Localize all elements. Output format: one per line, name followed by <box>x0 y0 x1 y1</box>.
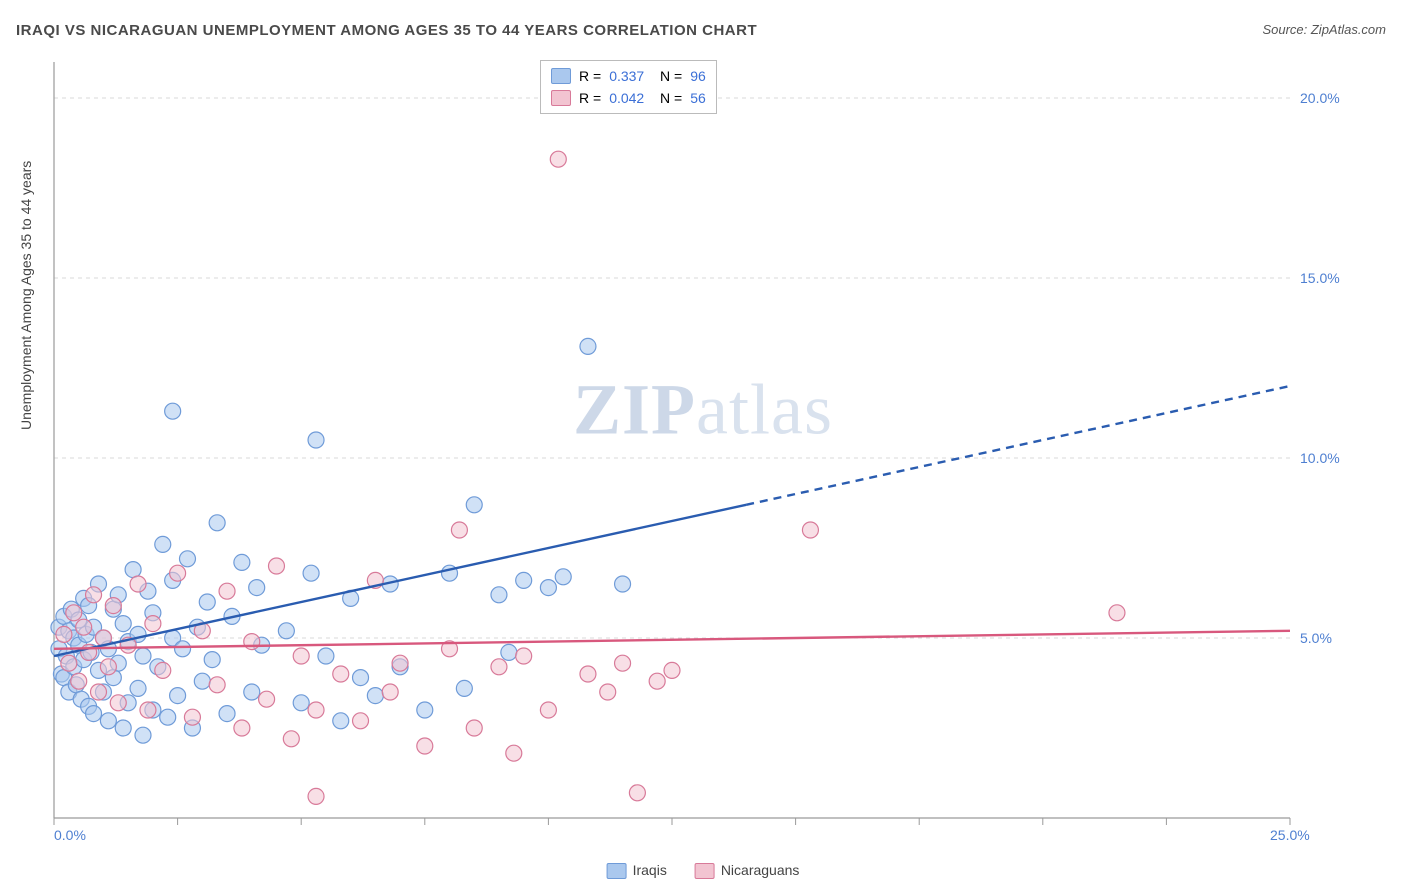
legend-r-label: R = <box>579 65 601 87</box>
legend-item-iraqis: Iraqis <box>607 862 667 879</box>
svg-text:10.0%: 10.0% <box>1300 450 1340 466</box>
legend-r-value-nicaraguans: 0.042 <box>609 87 644 109</box>
svg-text:5.0%: 5.0% <box>1300 630 1332 646</box>
legend-label: Iraqis <box>633 862 667 878</box>
legend-swatch-icon <box>695 863 715 879</box>
legend-row-iraqis: R = 0.337 N = 96 <box>551 65 706 87</box>
source-label: Source: <box>1262 22 1310 37</box>
series-legend: Iraqis Nicaraguans <box>607 862 800 879</box>
source-value: ZipAtlas.com <box>1311 22 1386 37</box>
svg-text:20.0%: 20.0% <box>1300 90 1340 106</box>
correlation-legend: R = 0.337 N = 96 R = 0.042 N = 56 <box>540 60 717 114</box>
chart-svg: 5.0% 10.0% 15.0% 20.0% 0.0% 25.0% <box>50 58 1350 848</box>
legend-r-value-iraqis: 0.337 <box>609 65 644 87</box>
page-title: IRAQI VS NICARAGUAN UNEMPLOYMENT AMONG A… <box>16 22 757 39</box>
svg-text:25.0%: 25.0% <box>1270 827 1310 843</box>
legend-n-value-iraqis: 96 <box>690 65 706 87</box>
legend-n-value-nicaraguans: 56 <box>690 87 706 109</box>
legend-swatch-iraqis <box>551 68 571 84</box>
svg-text:15.0%: 15.0% <box>1300 270 1340 286</box>
legend-item-nicaraguans: Nicaraguans <box>695 862 800 879</box>
source-attribution: Source: ZipAtlas.com <box>1262 22 1386 37</box>
legend-swatch-icon <box>607 863 627 879</box>
legend-row-nicaraguans: R = 0.042 N = 56 <box>551 87 706 109</box>
legend-swatch-nicaraguans <box>551 90 571 106</box>
svg-text:0.0%: 0.0% <box>54 827 86 843</box>
legend-n-label: N = <box>652 65 682 87</box>
y-axis-label: Unemployment Among Ages 35 to 44 years <box>18 161 34 430</box>
legend-label: Nicaraguans <box>721 862 800 878</box>
legend-n-label: N = <box>652 87 682 109</box>
legend-r-label: R = <box>579 87 601 109</box>
scatter-chart: 5.0% 10.0% 15.0% 20.0% 0.0% 25.0% <box>50 58 1350 848</box>
